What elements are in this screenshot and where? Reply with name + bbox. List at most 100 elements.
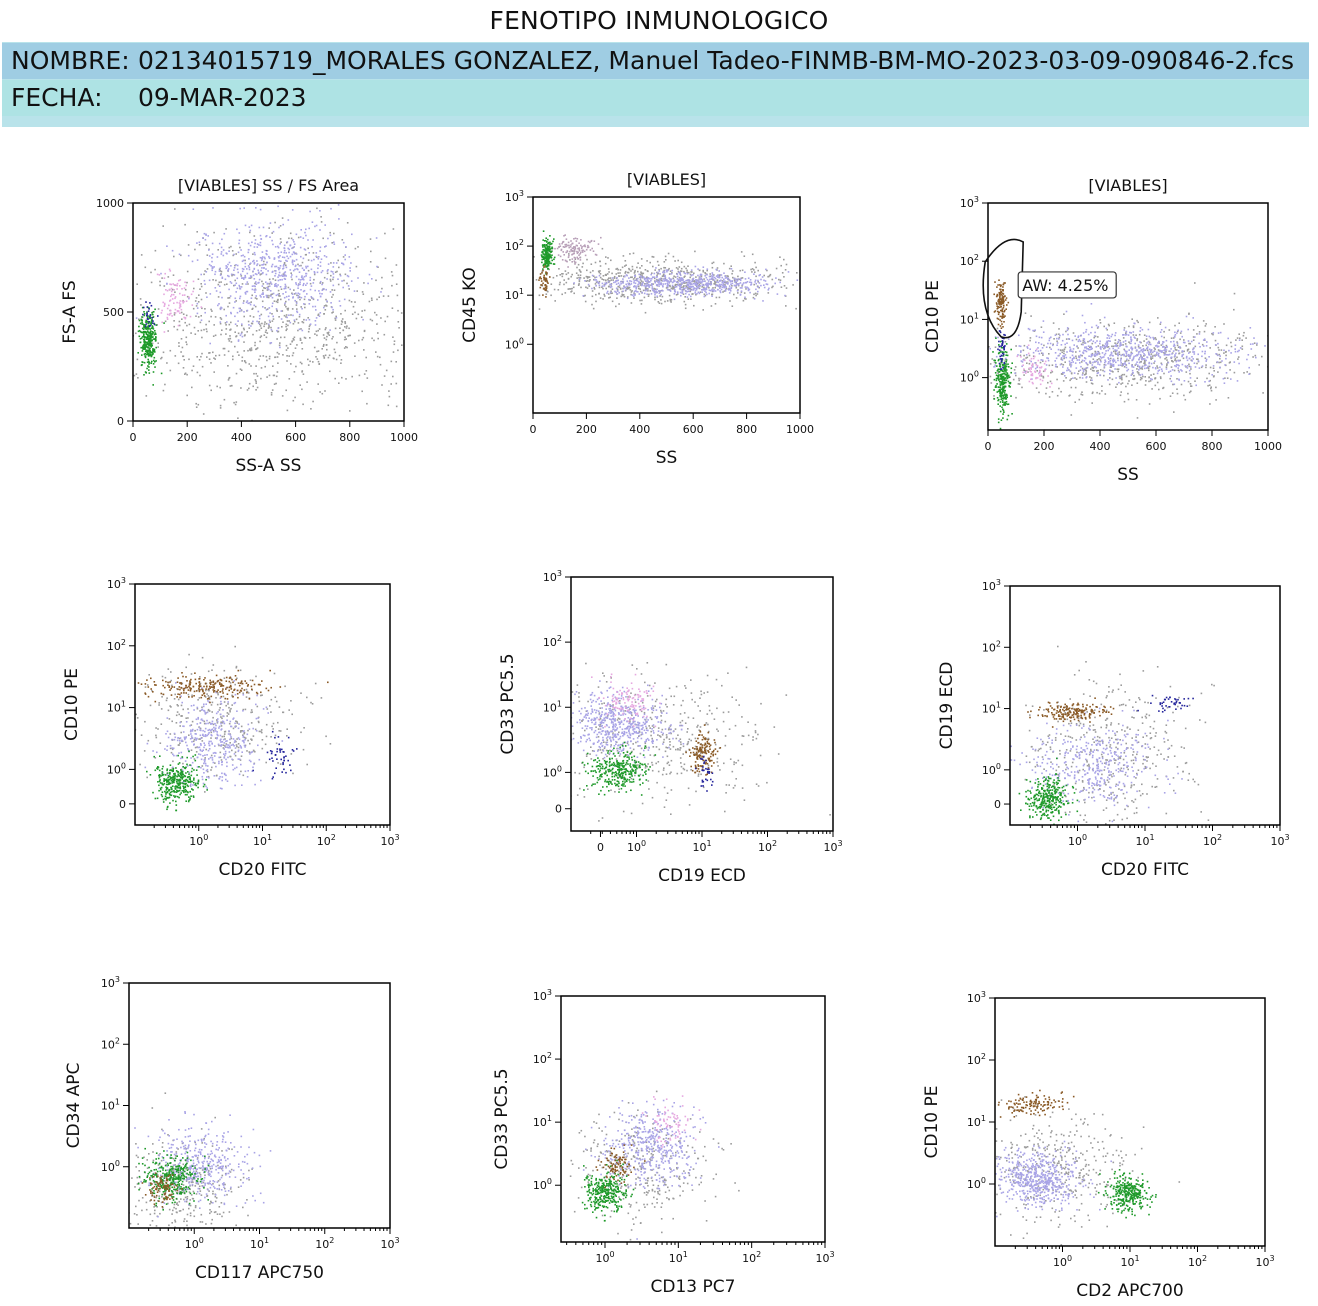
event-dot: [341, 262, 343, 264]
event-dot: [218, 281, 221, 284]
event-dot: [228, 288, 230, 291]
event-dot: [173, 302, 175, 304]
event-dot: [211, 269, 213, 272]
event-dot: [1172, 383, 1174, 386]
event-dot: [645, 283, 647, 285]
event-dot: [244, 293, 247, 295]
event-dot: [617, 290, 619, 292]
event-dot: [1148, 403, 1151, 405]
event-dot: [249, 315, 252, 317]
event-dot: [264, 307, 266, 309]
event-dot: [199, 288, 201, 290]
event-dot: [623, 295, 626, 298]
event-dot: [585, 248, 588, 251]
event-dot: [1146, 349, 1149, 352]
event-dot: [1243, 331, 1245, 334]
event-dot: [288, 237, 290, 240]
event-dot: [538, 294, 541, 297]
event-dot: [212, 207, 214, 209]
event-dot: [519, 275, 521, 277]
event-dot: [1210, 387, 1212, 390]
event-dot: [263, 334, 266, 336]
event-dot: [617, 272, 619, 274]
event-dot: [322, 345, 325, 347]
event-dot: [269, 290, 272, 292]
event-dot: [722, 285, 725, 288]
event-dot: [241, 260, 244, 263]
event-dot: [1130, 340, 1132, 342]
event-dot: [166, 362, 168, 364]
event-dot: [662, 271, 664, 274]
event-dot: [545, 285, 548, 288]
event-dot: [549, 248, 551, 250]
event-dot: [1129, 357, 1131, 359]
event-dot: [1276, 370, 1278, 372]
event-dot: [1063, 355, 1065, 357]
event-dot: [232, 358, 234, 361]
event-dot: [301, 370, 304, 372]
event-dot: [282, 268, 284, 270]
event-dot: [594, 276, 596, 279]
event-dot: [255, 380, 257, 383]
event-dot: [1194, 366, 1197, 368]
event-dot: [627, 286, 629, 289]
event-dot: [662, 285, 664, 288]
event-dot: [255, 207, 257, 209]
event-dot: [631, 268, 634, 271]
event-dot: [150, 337, 152, 340]
event-dot: [338, 382, 340, 384]
event-dot: [1092, 361, 1094, 364]
event-dot: [1165, 368, 1168, 370]
event-dot: [219, 386, 221, 389]
event-dot: [189, 315, 192, 318]
event-dot: [148, 369, 150, 371]
event-dot: [716, 281, 718, 283]
event-dot: [618, 275, 620, 277]
event-dot: [329, 280, 332, 282]
event-dot: [590, 239, 593, 242]
event-dot: [225, 324, 227, 326]
event-dot: [236, 228, 238, 231]
event-dot: [739, 287, 742, 289]
event-dot: [1194, 345, 1197, 348]
event-dot: [354, 355, 356, 357]
event-dot: [808, 281, 810, 283]
event-dot: [339, 332, 341, 334]
event-dot: [182, 367, 185, 369]
event-dot: [757, 286, 760, 288]
event-dot: [240, 273, 242, 276]
event-dot: [549, 243, 551, 245]
event-dot: [413, 404, 415, 406]
event-dot: [141, 354, 143, 356]
event-dot: [604, 262, 607, 265]
event-dot: [135, 332, 137, 335]
event-dot: [697, 291, 700, 294]
event-dot: [584, 280, 586, 282]
event-dot: [255, 348, 258, 350]
event-dot: [586, 269, 588, 272]
event-dot: [680, 294, 682, 297]
event-dot: [1176, 332, 1178, 334]
event-dot: [623, 275, 625, 278]
event-dot: [344, 336, 346, 338]
event-dot: [336, 341, 338, 344]
event-dot: [711, 295, 713, 297]
event-dot: [265, 355, 268, 358]
event-dot: [150, 355, 153, 357]
event-dot: [256, 263, 259, 265]
event-dot: [219, 291, 222, 294]
event-dot: [145, 323, 148, 325]
event-dot: [299, 246, 302, 249]
event-dot: [1253, 342, 1256, 344]
event-dot: [723, 278, 725, 281]
event-dot: [258, 315, 261, 317]
event-dot: [313, 278, 315, 281]
event-dot: [620, 275, 623, 277]
event-dot: [254, 305, 257, 308]
event-dot: [256, 347, 259, 349]
event-dot: [1074, 386, 1077, 389]
event-dot: [302, 373, 305, 375]
event-dot: [265, 294, 268, 297]
event-dot: [1085, 331, 1087, 333]
event-dot: [156, 273, 159, 276]
